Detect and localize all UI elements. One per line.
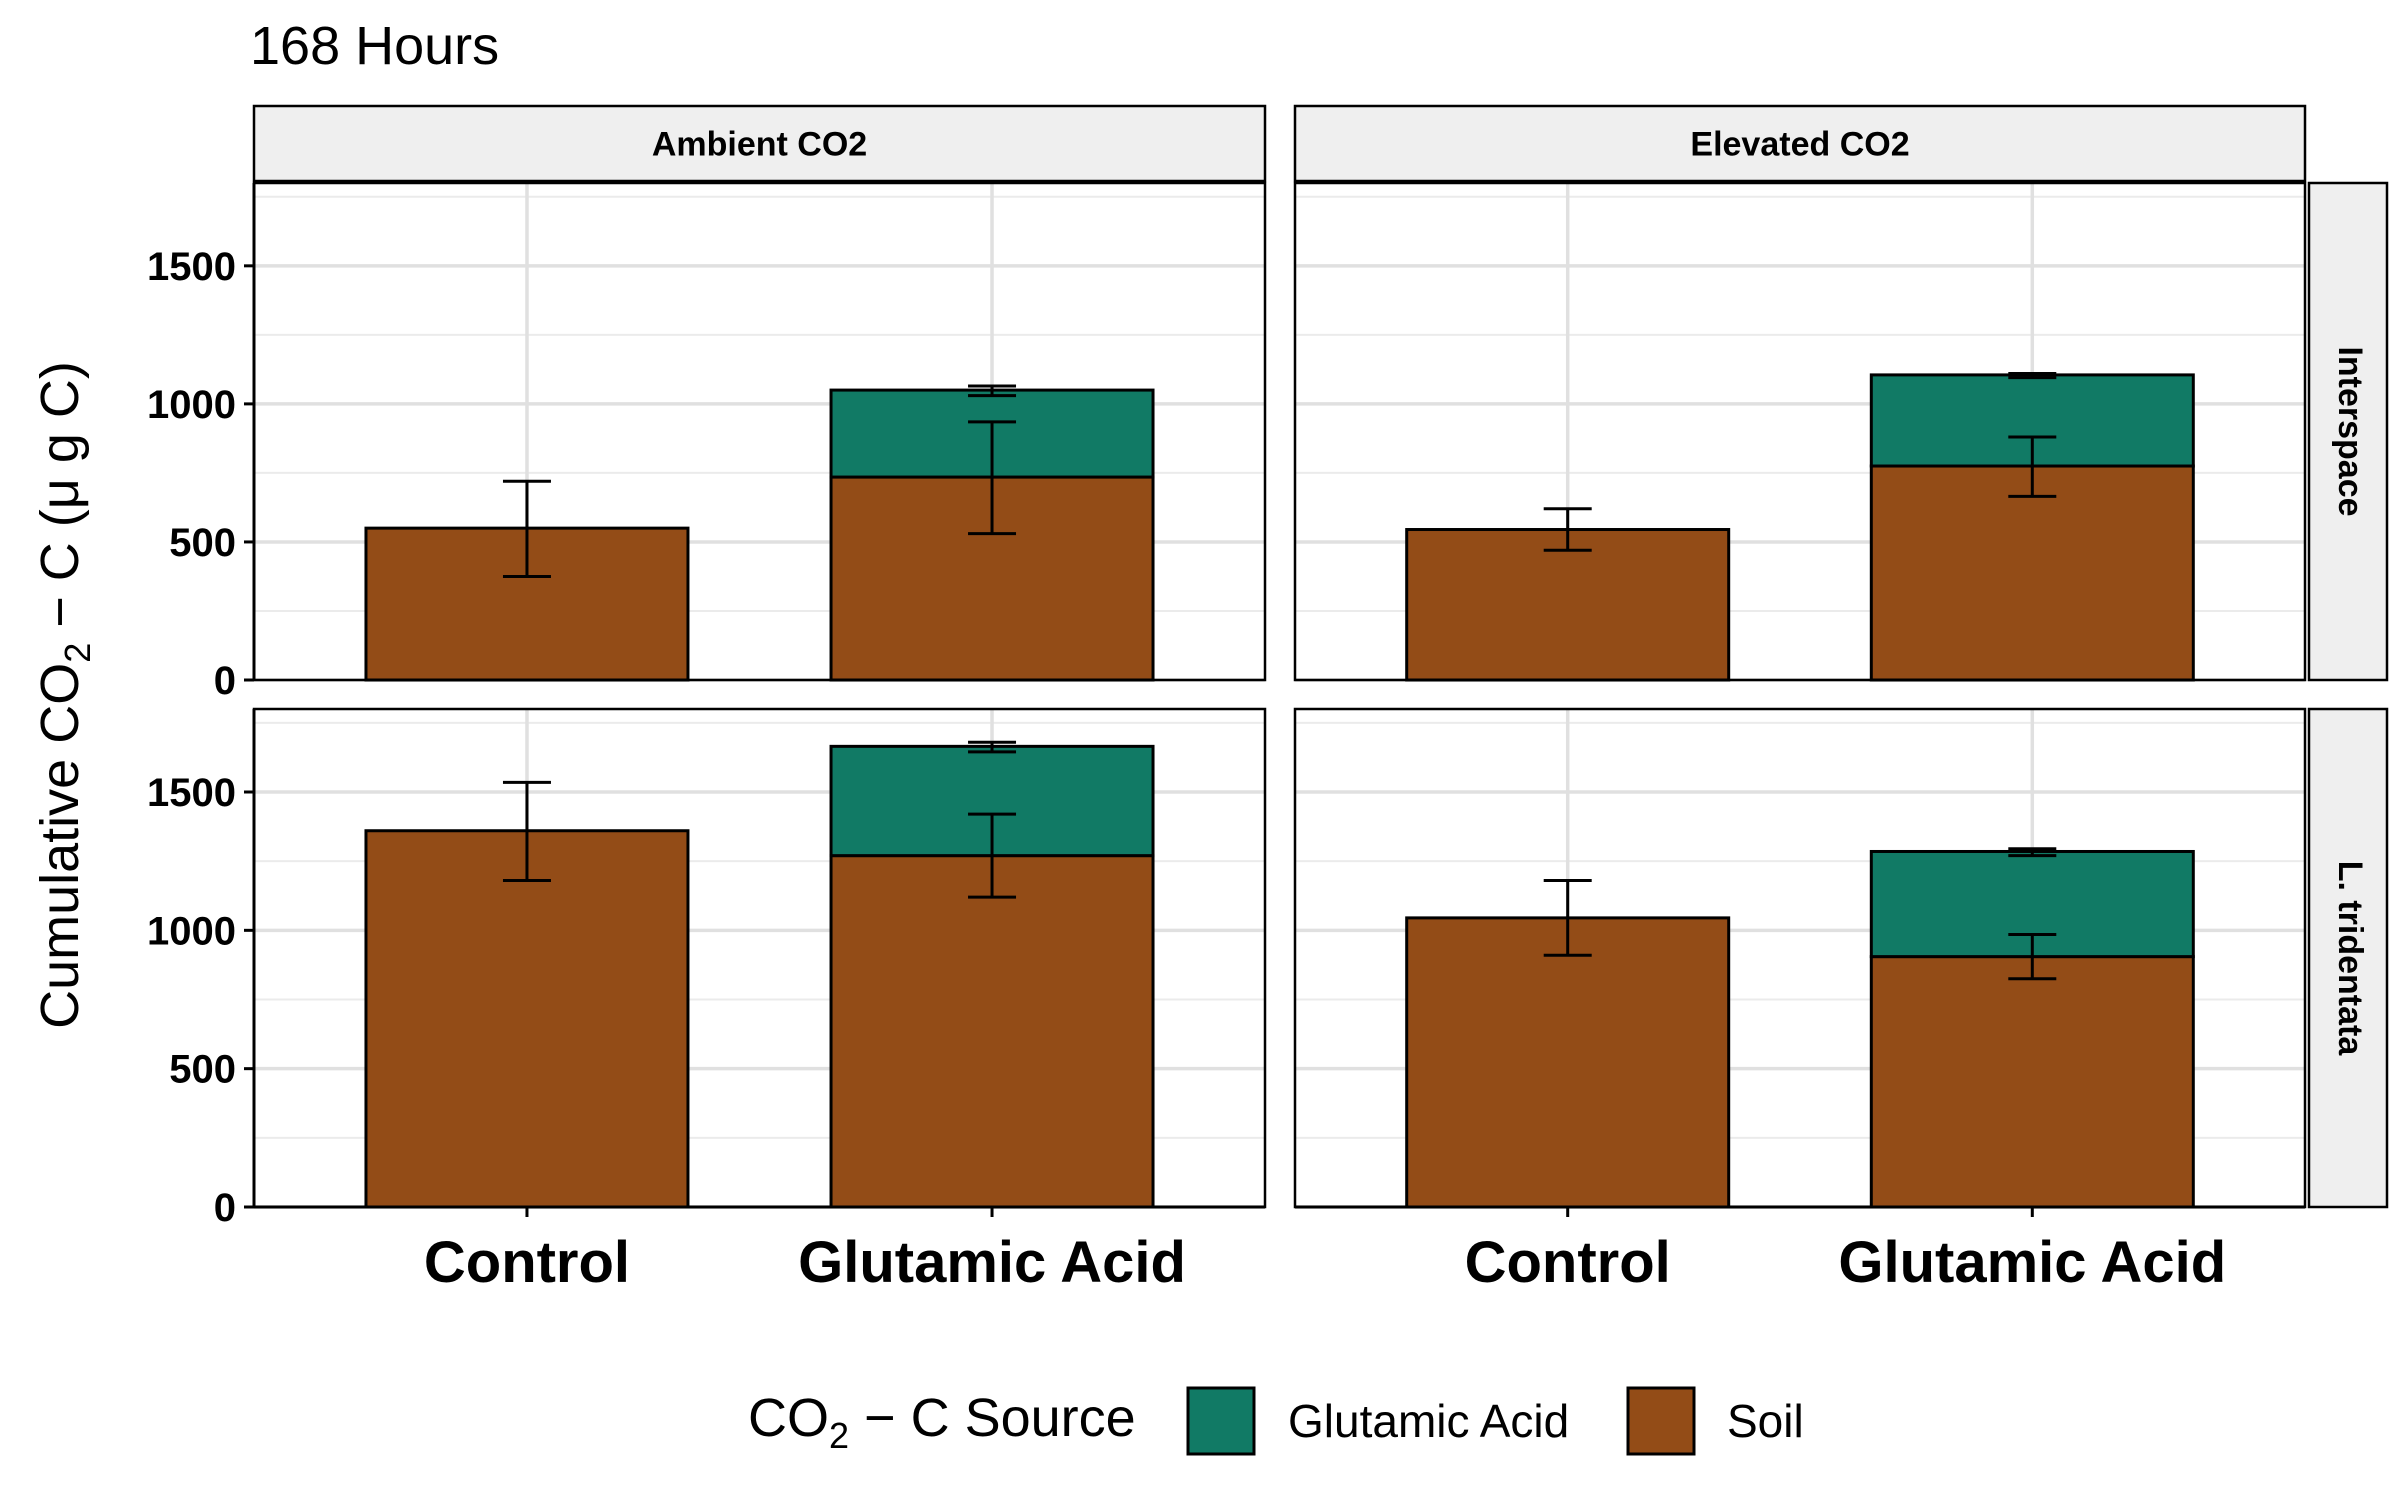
- y-tick-label: 500: [169, 521, 236, 565]
- y-tick-label: 1000: [147, 909, 236, 953]
- legend-label: Soil: [1727, 1395, 1804, 1447]
- bar-soil: [1869, 464, 2195, 682]
- facet-strip-col: [252, 104, 1267, 183]
- panel: 0 500 1000 1500: [147, 181, 1267, 703]
- bar-soil: [364, 829, 690, 1209]
- y-axis-title: Cumulative CO2 − C (μ g C): [30, 361, 98, 1029]
- facet-strip-label: Elevated CO2: [1690, 126, 1909, 164]
- legend: CO2 − C Source Glutamic Acid Soil: [748, 1386, 1804, 1456]
- y-tick-label: 0: [214, 659, 236, 703]
- panel-border: [1293, 181, 2307, 682]
- panel: Control Glutamic Acid: [1293, 707, 2307, 1295]
- bar-soil: [1405, 916, 1731, 1209]
- facet-strip-label: Ambient CO2: [652, 126, 867, 164]
- facet-strip-col: [1293, 104, 2307, 183]
- x-tick-label: Control: [424, 1230, 630, 1295]
- x-tick-label: Glutamic Acid: [1838, 1230, 2226, 1295]
- bar-soil: [1869, 955, 2195, 1209]
- legend-key: [1626, 1386, 1696, 1456]
- x-tick-label: Control: [1465, 1230, 1671, 1295]
- facet-strip-label: Interspace: [2331, 346, 2369, 516]
- bar-soil: [829, 854, 1155, 1209]
- facet-strip-row: [2307, 181, 2389, 682]
- legend-key: [1186, 1386, 1256, 1456]
- y-tick-label: 1500: [147, 245, 236, 289]
- legend-title: CO2 − C Source: [748, 1388, 1136, 1456]
- bar-soil: [1405, 528, 1731, 682]
- chart-title: 168 Hours: [250, 16, 499, 76]
- panel: 0 500 1000 1500 Control Glutamic Acid: [147, 707, 1267, 1295]
- legend-label: Glutamic Acid: [1288, 1395, 1569, 1447]
- x-tick-label: Glutamic Acid: [798, 1230, 1186, 1295]
- y-tick-label: 1000: [147, 383, 236, 427]
- panel: [1293, 181, 2307, 682]
- facet-strip-row: [2307, 707, 2389, 1209]
- y-tick-label: 500: [169, 1048, 236, 1092]
- y-tick-label: 0: [214, 1186, 236, 1230]
- y-tick-label: 1500: [147, 771, 236, 815]
- facet-strip-label: L. tridentata: [2331, 861, 2369, 1057]
